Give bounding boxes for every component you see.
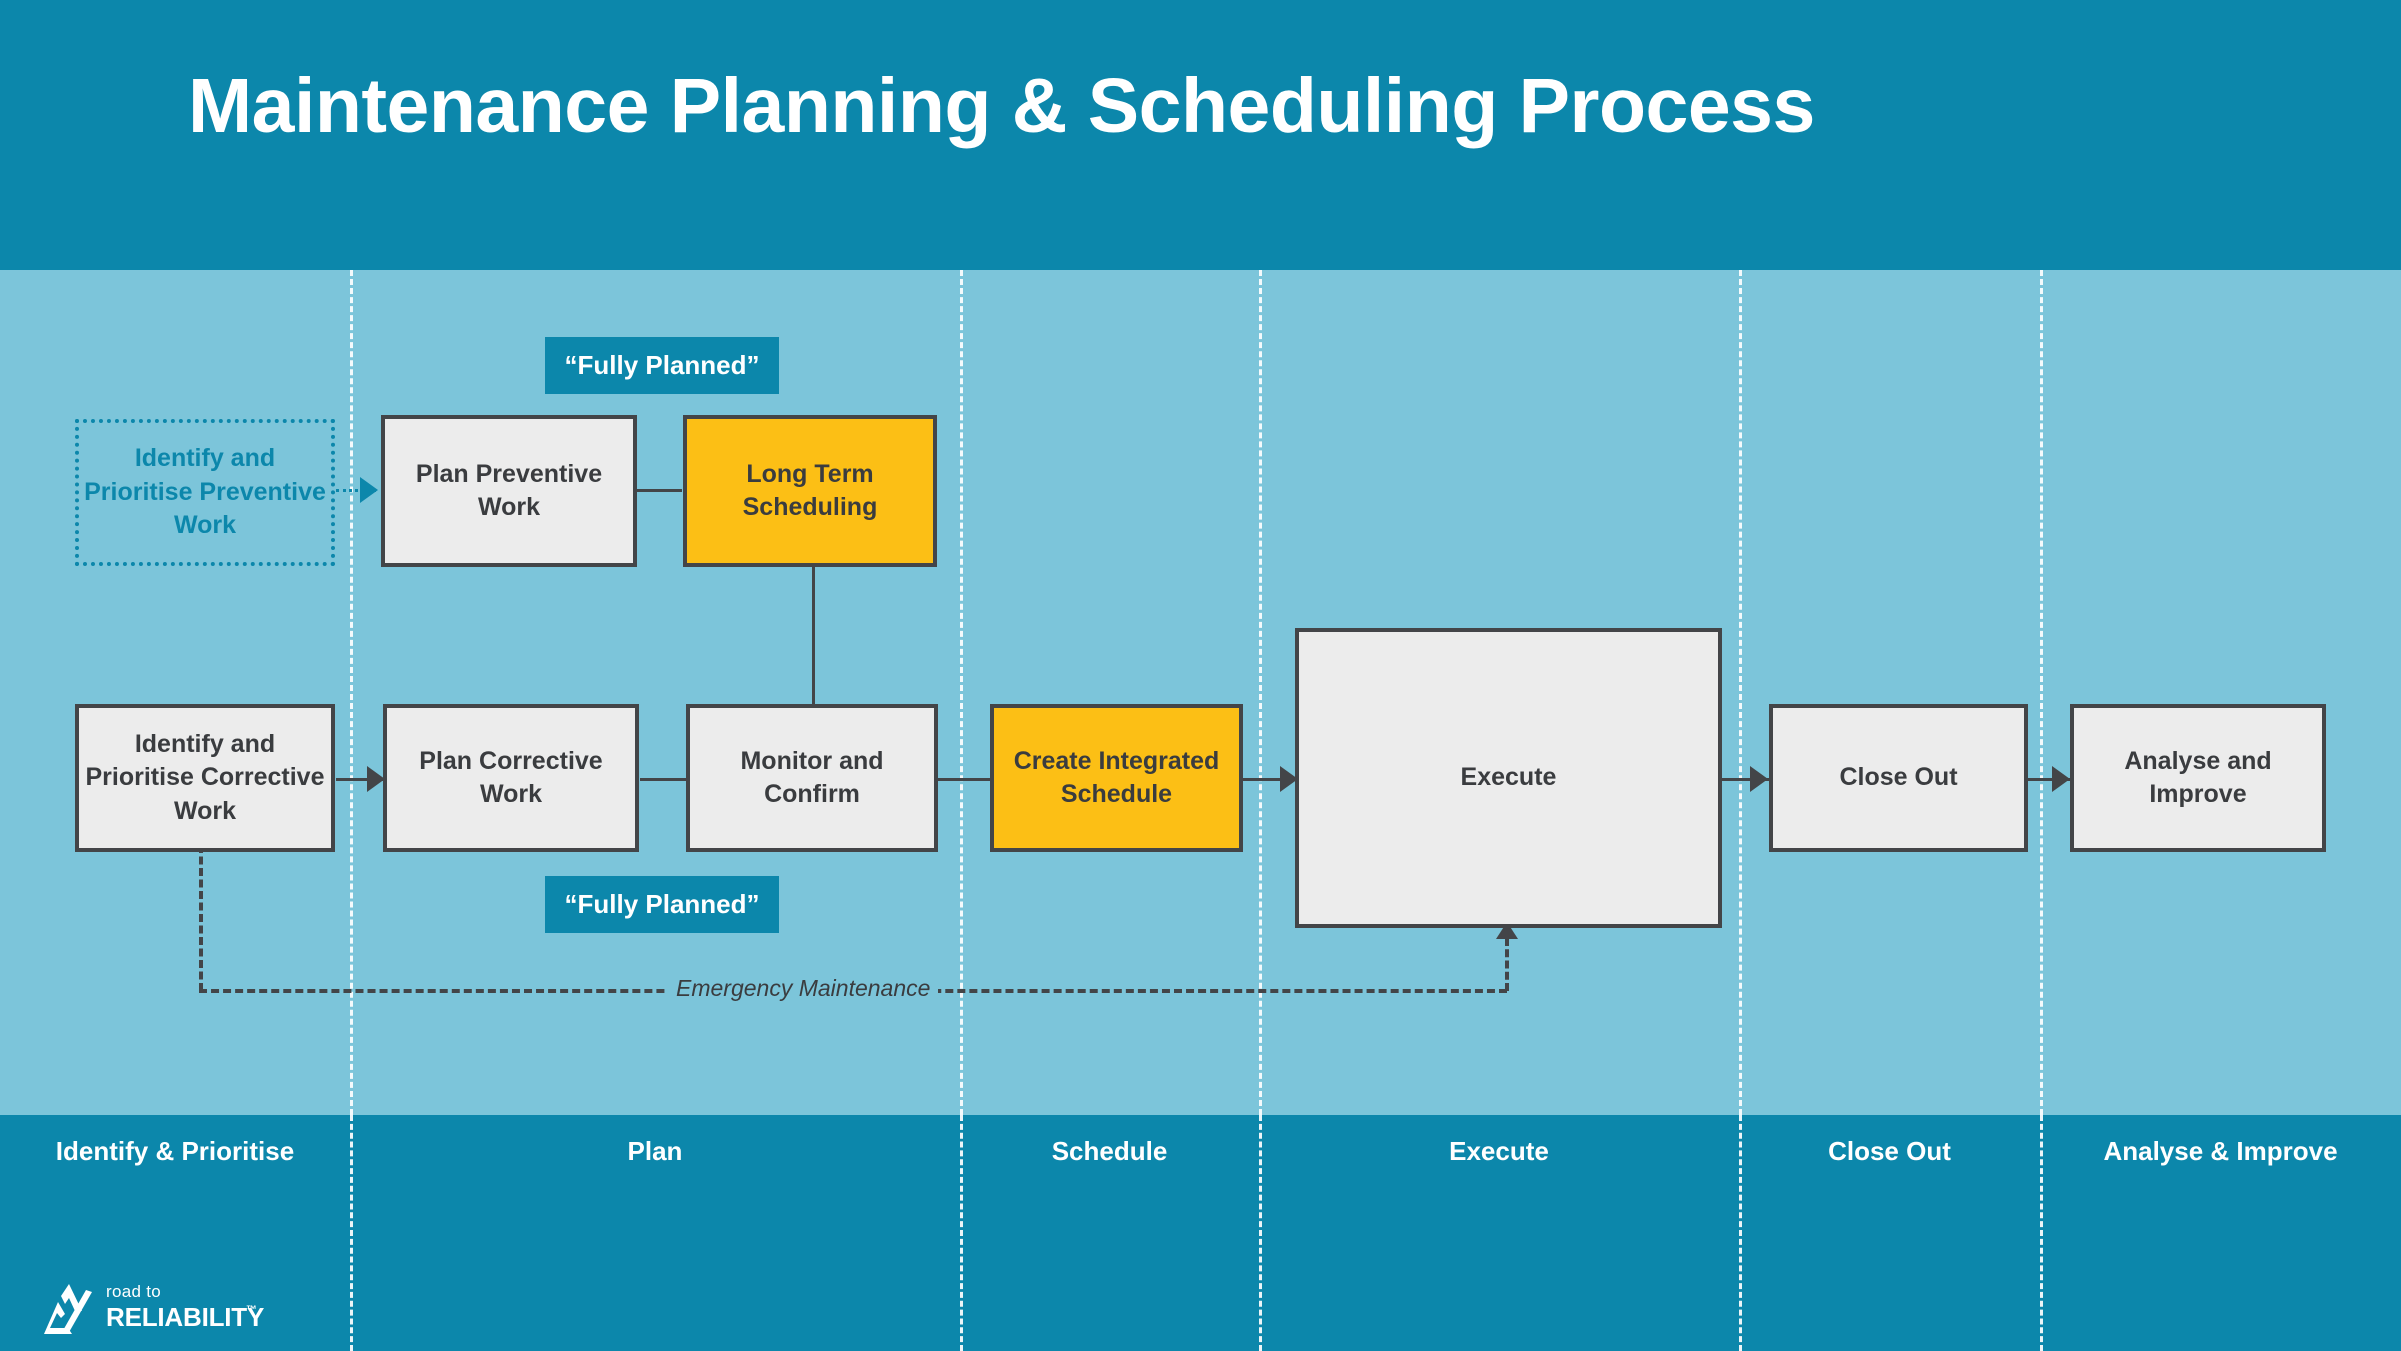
footer-stage-identify-prioritise: Identify & Prioritise (55, 1136, 295, 1166)
connector-plan-preventive-to-lts (636, 489, 682, 492)
logo-line-road-to: road to (106, 1282, 162, 1301)
footer-stage-schedule: Schedule (1051, 1136, 1168, 1166)
box-long-term-scheduling[interactable]: Long Term Scheduling (683, 415, 937, 567)
footer-band (0, 1115, 2401, 1351)
box-identify-prioritise-preventive-work[interactable]: Identify and Prioritise Preventive Work (75, 419, 335, 566)
footer-stage-close-out: Close Out (1828, 1136, 1951, 1166)
lane-divider-5 (2040, 270, 2043, 1115)
box-plan-preventive-work[interactable]: Plan Preventive Work (381, 415, 637, 567)
diagram-lane-area (0, 270, 2401, 1115)
footer-stage-plan: Plan (627, 1136, 683, 1166)
box-identify-prioritise-corrective-work[interactable]: Identify and Prioritise Corrective Work (75, 704, 335, 852)
arrow-identify-preventive-to-plan (360, 477, 378, 503)
connector-execute-to-closeout (1722, 778, 1772, 781)
lane-divider-1 (350, 270, 353, 1115)
box-plan-corrective-work[interactable]: Plan Corrective Work (383, 704, 639, 852)
brand-logo[interactable]: road to RELIABILITY ™ (28, 1282, 268, 1338)
connector-identify-preventive-to-plan (336, 489, 376, 492)
connector-lts-to-monitor (812, 560, 815, 705)
emergency-maintenance-label: Emergency Maintenance (668, 975, 939, 1002)
logo-trademark: ™ (246, 1304, 257, 1316)
box-create-integrated-schedule[interactable]: Create Integrated Schedule (990, 704, 1243, 852)
footer-divider-4 (1739, 1115, 1742, 1351)
footer-divider-1 (350, 1115, 353, 1351)
callout-fully-planned-bottom: “Fully Planned” (545, 876, 779, 933)
logo-line-reliability: RELIABILITY (106, 1302, 265, 1332)
arrow-closeout-to-analyse (2052, 766, 2070, 792)
connector-closeout-to-analyse (2026, 778, 2076, 781)
connector-schedule-to-execute (1242, 778, 1305, 781)
header-band: Maintenance Planning & Scheduling Proces… (0, 0, 2401, 270)
mountain-peaks-icon (44, 1284, 92, 1334)
lane-divider-3 (1259, 270, 1262, 1115)
box-monitor-and-confirm[interactable]: Monitor and Confirm (686, 704, 938, 852)
arrow-schedule-to-execute (1280, 766, 1298, 792)
arrow-execute-to-closeout (1750, 766, 1768, 792)
footer-divider-3 (1259, 1115, 1262, 1351)
connector-monitor-to-schedule (938, 778, 993, 781)
arrow-identify-corrective-to-plan (367, 766, 385, 792)
page-title: Maintenance Planning & Scheduling Proces… (188, 63, 1815, 149)
connector-plan-corrective-to-monitor (640, 778, 686, 781)
box-execute[interactable]: Execute (1295, 628, 1722, 928)
box-analyse-and-improve[interactable]: Analyse and Improve (2070, 704, 2326, 852)
box-close-out[interactable]: Close Out (1769, 704, 2028, 852)
footer-divider-5 (2040, 1115, 2043, 1351)
footer-divider-2 (960, 1115, 963, 1351)
footer-stage-analyse-improve: Analyse & Improve (2103, 1136, 2338, 1166)
connector-identify-corrective-to-plan (336, 778, 384, 781)
lane-divider-4 (1739, 270, 1742, 1115)
connector-emergency-down (199, 845, 203, 991)
connector-emergency-up (1505, 938, 1509, 991)
lane-divider-2 (960, 270, 963, 1115)
footer-stage-execute: Execute (1449, 1136, 1549, 1166)
callout-fully-planned-top: “Fully Planned” (545, 337, 779, 394)
